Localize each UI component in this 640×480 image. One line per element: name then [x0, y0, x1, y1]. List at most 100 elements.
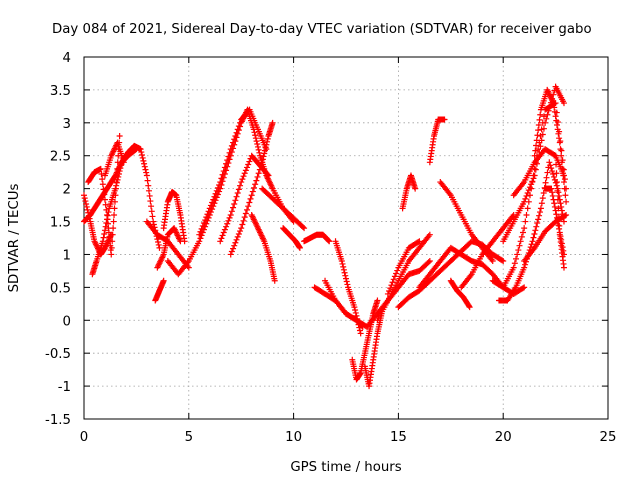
- data-point: [99, 176, 106, 183]
- data-point: [416, 238, 423, 245]
- data-point: [241, 170, 248, 177]
- series-track-24: [384, 238, 423, 297]
- data-point: [539, 195, 546, 202]
- data-point: [261, 150, 268, 157]
- data-point: [352, 309, 359, 316]
- data-point: [555, 214, 562, 221]
- data-point: [221, 226, 228, 233]
- data-point: [101, 227, 108, 234]
- data-point: [340, 266, 347, 273]
- data-point: [554, 196, 561, 203]
- data-point: [262, 144, 269, 151]
- data-point: [528, 241, 535, 248]
- data-point: [233, 193, 240, 200]
- data-point: [339, 260, 346, 267]
- data-point: [147, 198, 154, 205]
- data-point: [226, 214, 233, 221]
- data-point: [146, 192, 153, 199]
- x-axis-label: GPS time / hours: [290, 460, 401, 475]
- x-tick-label: 0: [80, 430, 88, 445]
- data-point: [220, 168, 227, 175]
- data-point: [235, 123, 242, 130]
- data-point: [233, 236, 240, 243]
- data-point: [269, 119, 276, 126]
- data-point: [225, 217, 232, 224]
- series-track-7: [152, 277, 167, 304]
- data-point: [264, 171, 271, 178]
- data-point: [103, 220, 110, 227]
- x-tick-label: 10: [285, 430, 302, 445]
- data-point: [116, 132, 123, 139]
- data-point: [246, 199, 253, 206]
- data-point: [551, 104, 558, 111]
- data-point: [84, 206, 91, 213]
- data-point: [260, 153, 267, 160]
- series-track-28: [416, 244, 528, 297]
- data-point: [384, 290, 391, 297]
- data-point: [524, 190, 531, 197]
- series-track-31: [458, 211, 517, 291]
- data-point: [225, 153, 232, 160]
- data-point: [259, 156, 266, 163]
- y-tick-label: 2: [63, 183, 71, 198]
- data-point: [227, 146, 234, 153]
- data-point: [536, 149, 543, 156]
- data-point: [85, 209, 92, 216]
- data-point: [325, 237, 332, 244]
- data-point: [526, 184, 533, 191]
- data-point: [555, 130, 562, 137]
- data-point: [388, 282, 395, 289]
- data-point: [556, 222, 563, 229]
- data-point: [549, 192, 556, 199]
- data-point: [356, 327, 363, 334]
- data-point: [533, 160, 540, 167]
- data-point: [141, 163, 148, 170]
- data-point: [238, 179, 245, 186]
- data-point: [529, 178, 536, 185]
- series-track-16: [280, 225, 303, 251]
- data-point: [559, 165, 566, 172]
- data-point: [196, 231, 203, 238]
- data-point: [213, 187, 220, 194]
- data-point: [138, 149, 145, 156]
- data-point: [143, 169, 150, 176]
- data-point: [81, 192, 87, 199]
- data-point: [351, 304, 358, 311]
- data-point: [264, 135, 271, 142]
- data-point: [522, 218, 529, 225]
- chart-title: Day 084 of 2021, Sidereal Day-to-day VTE…: [52, 22, 592, 37]
- data-point: [85, 212, 92, 219]
- data-point: [557, 200, 564, 207]
- data-point: [412, 185, 419, 192]
- data-point: [252, 181, 259, 188]
- data-point: [251, 184, 258, 191]
- data-point: [338, 258, 345, 265]
- data-point: [216, 181, 223, 188]
- data-point: [244, 164, 251, 171]
- y-tick-label: 3: [63, 117, 71, 132]
- data-point: [228, 248, 235, 255]
- series-track-15: [259, 185, 308, 232]
- data-point: [232, 132, 239, 139]
- data-point: [149, 213, 156, 220]
- data-point: [211, 193, 218, 200]
- data-point: [219, 232, 226, 239]
- data-point: [359, 323, 366, 330]
- data-point: [525, 187, 532, 194]
- data-point: [116, 168, 123, 175]
- y-axis: -1.5 -1 -0.5 0 0.5 1 1.5 2 2.5 3 3.5 4: [45, 51, 608, 428]
- series-track-23: [374, 231, 433, 324]
- data-point: [223, 160, 230, 167]
- data-point: [545, 107, 552, 114]
- x-tick-label: 25: [600, 430, 617, 445]
- data-point: [234, 233, 241, 240]
- data-point: [205, 208, 212, 215]
- data-point: [553, 117, 560, 124]
- data-point: [143, 172, 150, 179]
- data-point: [111, 205, 118, 212]
- data-point: [217, 238, 224, 245]
- data-point: [112, 185, 119, 192]
- data-point: [108, 231, 115, 238]
- data-point: [111, 211, 118, 218]
